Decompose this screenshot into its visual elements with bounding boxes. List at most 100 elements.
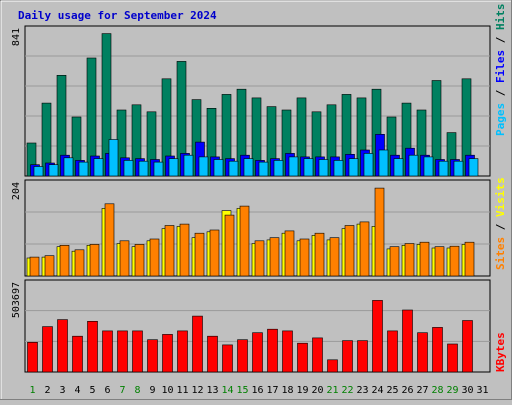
- panel-hits-files-pages: 841: [11, 25, 491, 177]
- x-axis-day-labels: 1 2 3 4 5 6 7 8 9 10 11 12 13 14 15 16 17 18 19 20 21 22 23 24 2…: [29, 385, 488, 396]
- legend-hits: Hits: [494, 4, 507, 31]
- bar-pages-day-8: [138, 160, 149, 177]
- bar-pages-day-7: [123, 160, 134, 177]
- bar-sites-day-10: [164, 225, 175, 277]
- bar-kbytes-day-8: [132, 330, 143, 373]
- bar-pages-day-2: [48, 164, 59, 177]
- bar-sites-day-27: [419, 241, 430, 277]
- bar-kbytes-day-11: [177, 330, 188, 373]
- day-label-7: 7: [119, 385, 125, 396]
- bar-kbytes-day-18: [282, 330, 293, 373]
- bar-sites-day-8: [134, 244, 145, 277]
- bar-sites-day-9: [149, 238, 160, 277]
- bar-kbytes-day-12: [192, 315, 203, 373]
- day-label-23: 23: [356, 385, 368, 396]
- bar-pages-day-10: [168, 158, 179, 177]
- bar-kbytes-day-17: [267, 328, 278, 373]
- bar-sites-day-2: [44, 255, 55, 277]
- bar-pages-day-1: [33, 166, 44, 177]
- bar-kbytes-day-29: [447, 343, 458, 373]
- day-label-22: 22: [341, 385, 353, 396]
- legend-visits-sites: Sites / Visits: [494, 177, 507, 270]
- y-max-label: 503697: [11, 282, 22, 318]
- legend-kbytes: KBytes: [494, 332, 507, 372]
- day-label-18: 18: [281, 385, 293, 396]
- bar-sites-day-1: [29, 256, 40, 277]
- bar-pages-day-9: [153, 161, 164, 177]
- legend-files: Files: [494, 50, 507, 83]
- bar-kbytes-day-25: [387, 330, 398, 373]
- day-label-10: 10: [161, 385, 173, 396]
- bar-pages-day-25: [393, 158, 404, 177]
- legend-kbytes: KBytes: [494, 332, 507, 372]
- bar-kbytes-day-21: [327, 359, 338, 373]
- bar-pages-day-14: [228, 160, 239, 177]
- bar-pages-day-27: [423, 156, 434, 177]
- panel-visits-sites: 204: [11, 179, 491, 277]
- bar-sites-day-6: [104, 203, 115, 277]
- bar-kbytes-day-16: [252, 332, 263, 373]
- bar-pages-day-19: [303, 158, 314, 177]
- panel-kbytes: 503697: [11, 279, 491, 373]
- day-label-6: 6: [104, 385, 110, 396]
- bar-kbytes-day-28: [432, 327, 443, 373]
- bar-kbytes-day-27: [417, 332, 428, 373]
- bar-kbytes-day-15: [237, 339, 248, 373]
- bar-pages-day-20: [318, 159, 329, 177]
- day-label-17: 17: [266, 385, 278, 396]
- bar-kbytes-day-7: [117, 330, 128, 373]
- day-label-15: 15: [236, 385, 248, 396]
- bar-pages-day-16: [258, 161, 269, 177]
- day-label-16: 16: [251, 385, 263, 396]
- bar-sites-day-29: [449, 245, 460, 277]
- bar-kbytes-day-3: [57, 319, 68, 373]
- bar-pages-day-17: [273, 160, 284, 177]
- bar-pages-day-28: [438, 160, 449, 177]
- day-label-24: 24: [371, 385, 383, 396]
- day-label-13: 13: [206, 385, 218, 396]
- bar-sites-day-19: [299, 238, 310, 277]
- day-label-2: 2: [44, 385, 50, 396]
- day-label-1: 1: [29, 385, 35, 396]
- day-label-12: 12: [191, 385, 203, 396]
- legend-text: Pages / Files / Hits: [494, 4, 507, 137]
- bar-sites-day-16: [254, 240, 265, 277]
- bar-sites-day-3: [59, 245, 70, 277]
- series-sites: [29, 187, 475, 277]
- legend-separator: /: [494, 83, 507, 103]
- legend-sites: Sites: [494, 237, 507, 270]
- bar-pages-day-4: [78, 161, 89, 177]
- day-label-29: 29: [446, 385, 458, 396]
- day-label-30: 30: [461, 385, 473, 396]
- bar-pages-day-24: [378, 149, 389, 177]
- bar-pages-day-18: [288, 156, 299, 177]
- day-label-26: 26: [401, 385, 413, 396]
- bar-pages-day-23: [363, 153, 374, 177]
- bar-pages-day-13: [213, 159, 224, 177]
- bar-sites-day-21: [329, 237, 340, 277]
- bar-pages-day-5: [93, 158, 104, 177]
- bar-kbytes-day-24: [372, 300, 383, 373]
- bar-sites-day-14: [224, 214, 235, 277]
- bar-pages-day-29: [453, 160, 464, 177]
- bar-sites-day-12: [194, 232, 205, 277]
- bar-kbytes-day-22: [342, 340, 353, 373]
- day-label-8: 8: [134, 385, 140, 396]
- legend-hits-files-pages: Pages / Files / Hits: [494, 4, 507, 137]
- bar-sites-day-7: [119, 240, 130, 277]
- bar-sites-day-22: [344, 225, 355, 277]
- bar-kbytes-day-2: [42, 326, 53, 373]
- bar-kbytes-day-19: [297, 342, 308, 373]
- bar-kbytes-day-10: [162, 334, 173, 373]
- bar-sites-day-11: [179, 223, 190, 277]
- bar-pages-day-11: [183, 154, 194, 177]
- bar-pages-day-30: [468, 158, 479, 177]
- bar-pages-day-12: [198, 156, 209, 177]
- day-label-9: 9: [149, 385, 155, 396]
- bar-kbytes-day-14: [222, 344, 233, 373]
- day-label-3: 3: [59, 385, 65, 396]
- chart-title: Daily usage for September 2024: [18, 9, 217, 22]
- bar-sites-day-26: [404, 243, 415, 277]
- bar-kbytes-day-30: [462, 320, 473, 373]
